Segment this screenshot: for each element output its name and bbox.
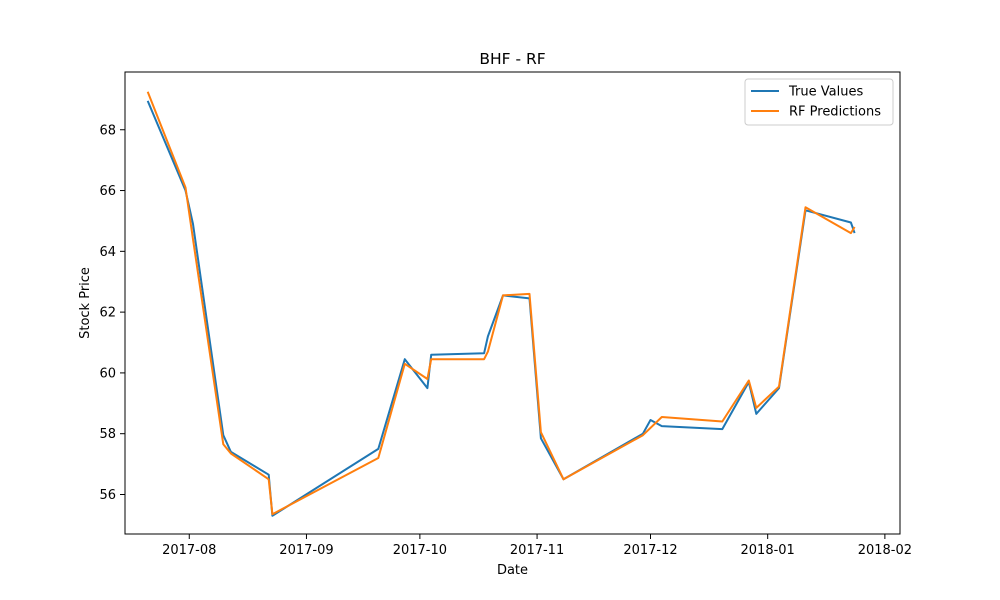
y-tick-label: 68 xyxy=(99,123,116,138)
y-tick-label: 62 xyxy=(99,306,116,321)
series-line-rf-predictions xyxy=(146,91,856,516)
x-tick-label: 2017-09 xyxy=(279,543,333,558)
x-tick-label: 2017-10 xyxy=(393,543,447,558)
x-tick-label: 2018-02 xyxy=(858,543,912,558)
x-tick-label: 2017-08 xyxy=(162,543,216,558)
y-tick-label: 58 xyxy=(99,427,116,442)
legend-box xyxy=(744,78,894,126)
y-tick-label: 60 xyxy=(99,366,116,381)
legend-label-true-values: True Values xyxy=(788,85,863,100)
plot-frame xyxy=(124,71,901,535)
legend-label-rf-predictions: RF Predictions xyxy=(789,105,881,120)
plot-lines xyxy=(146,91,856,517)
x-axis: 2017-08 2017-09 2017-10 2017-11 2017-12 2018-… xyxy=(162,534,912,558)
y-tick-label: 66 xyxy=(99,184,116,199)
y-tick-label: 64 xyxy=(99,245,116,260)
legend: True Values RF Predictions xyxy=(744,78,894,126)
x-tick-label: 2018-01 xyxy=(741,543,795,558)
y-axis: 56 58 60 62 64 66 68 xyxy=(99,123,125,503)
x-tick-label: 2017-11 xyxy=(510,543,564,558)
chart-title: BHF - RF xyxy=(479,50,545,68)
y-axis-label: Stock Price xyxy=(78,267,93,339)
x-tick-label: 2017-12 xyxy=(623,543,677,558)
x-axis-label: Date xyxy=(497,563,528,578)
y-tick-label: 56 xyxy=(99,488,116,503)
